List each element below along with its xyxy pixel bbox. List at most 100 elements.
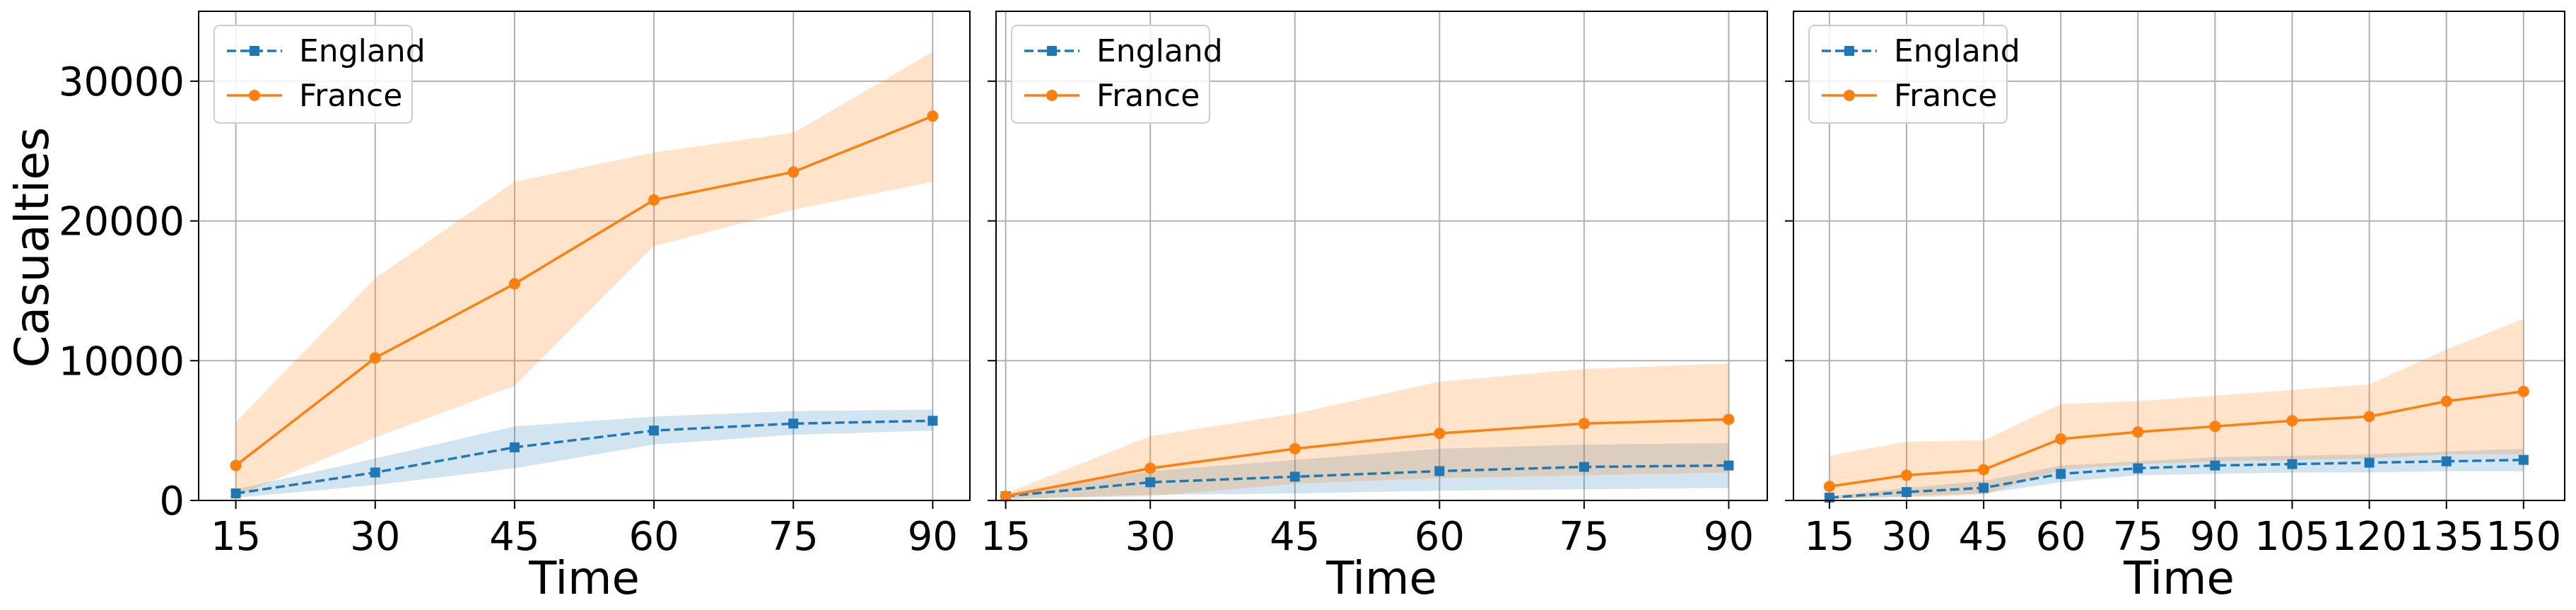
data-point-england [1902,487,1912,498]
data-point-france [1901,469,1913,481]
data-point-france [1434,428,1446,440]
x-tick-label: 30 [350,514,400,560]
series-line-france [1005,418,1729,498]
data-point-france [2055,433,2067,445]
legend-label-england: England [1096,33,1223,69]
x-tick-label: 45 [1958,514,2008,560]
x-tick-label: 90 [908,514,958,560]
confidence-band-england [235,409,933,498]
legend-marker-england [1047,46,1057,56]
x-tick-label: 45 [489,514,539,560]
x-tick-label: 15 [980,514,1031,560]
data-point-france [2209,421,2221,433]
data-point-england [1979,483,1989,493]
data-point-england [2287,459,2297,469]
data-point-england [788,418,799,429]
confidence-band-france [1005,363,1729,500]
data-point-france [788,166,800,178]
y-axis-label: Casualties [5,127,59,368]
data-point-england [1145,477,1156,488]
data-point-england [1579,462,1589,472]
y-tick-label: 30000 [59,59,185,105]
data-point-england [230,488,241,499]
x-tick-label: 30 [1881,514,1931,560]
x-tick-label: 45 [1270,514,1320,560]
data-point-england [927,416,938,426]
series-line-france [235,115,934,467]
y-tick-label: 10000 [59,339,185,385]
legend-label-england: England [299,33,426,69]
plot-frame [198,11,971,501]
data-point-france [2363,411,2375,423]
x-tick-label: 60 [628,514,679,560]
data-point-france [1578,418,1590,430]
plot-frame [995,11,1768,501]
confidence-band-england [1005,442,1729,500]
data-point-france [2440,395,2452,407]
data-point-england [2056,469,2066,479]
legend-label-france: France [299,78,402,114]
data-point-england [1434,466,1445,476]
data-point-france [1144,462,1157,474]
data-point-england [2364,457,2375,468]
x-tick-label: 75 [1559,514,1609,560]
data-point-france [648,194,660,206]
series-line-france [1829,390,2524,488]
legend-label-france: France [1894,78,1997,114]
x-tick-label: 60 [1415,514,1465,560]
x-tick-label: 90 [1704,514,1754,560]
data-point-france [508,278,520,290]
x-axis-label: Time [528,553,640,605]
chart-panel-2: 15 30 45 60 75 90 Time England France [980,11,1768,605]
data-point-france [1723,413,1735,426]
data-point-france [230,459,242,471]
legend-marker-france [1844,90,1855,101]
x-tick-label: 30 [1125,514,1176,560]
data-point-france [1978,464,1990,476]
x-tick-label: 60 [2036,514,2086,560]
plot-frame [1793,11,2565,501]
data-point-england [509,442,520,452]
confidence-band-england [1829,448,2524,500]
data-point-england [370,467,380,478]
x-axis-label: Time [1325,553,1437,605]
legend-marker-france [249,90,260,101]
x-tick-label: 120 [2331,514,2407,560]
chart-panel-1: 15 30 45 60 75 90 0 10000 20000 30000 Time England F… [59,11,971,605]
data-point-england [2518,454,2529,465]
data-point-england [649,426,660,436]
legend-box [1011,25,1210,124]
data-point-france [2286,415,2298,427]
legend-box [213,25,413,124]
data-point-france [1823,481,1835,493]
legend-label-england: England [1894,33,2020,69]
x-tick-label: 15 [1804,514,1854,560]
y-tick-label: 20000 [59,199,185,245]
confidence-band-france [235,52,933,497]
series-line-england [1005,464,1729,498]
legend-marker-england [250,46,259,56]
data-point-england [2441,456,2452,467]
data-point-france [2517,385,2529,397]
data-point-england [1723,460,1734,471]
data-point-france [369,352,381,364]
y-tick-label: 0 [159,479,185,524]
x-tick-label: 135 [2408,514,2484,560]
x-tick-label: 75 [768,514,819,560]
data-point-england [1289,471,1300,482]
data-point-france [1000,491,1012,503]
series-line-england [1829,458,2524,499]
x-tick-label: 90 [2190,514,2240,560]
series-line-england [235,419,933,495]
data-point-england [2133,463,2143,474]
chart-panel-3: 15 30 45 60 75 90 105 120 135 150 Time England Franc… [1785,11,2565,605]
data-point-france [2132,426,2144,438]
confidence-band-france [1829,318,2524,500]
legend-marker-england [1844,46,1854,56]
x-tick-label: 15 [211,514,261,560]
x-tick-label: 150 [2486,514,2561,560]
x-axis-label: Time [2123,553,2235,605]
data-point-england [2210,460,2220,471]
x-tick-label: 105 [2254,514,2330,560]
